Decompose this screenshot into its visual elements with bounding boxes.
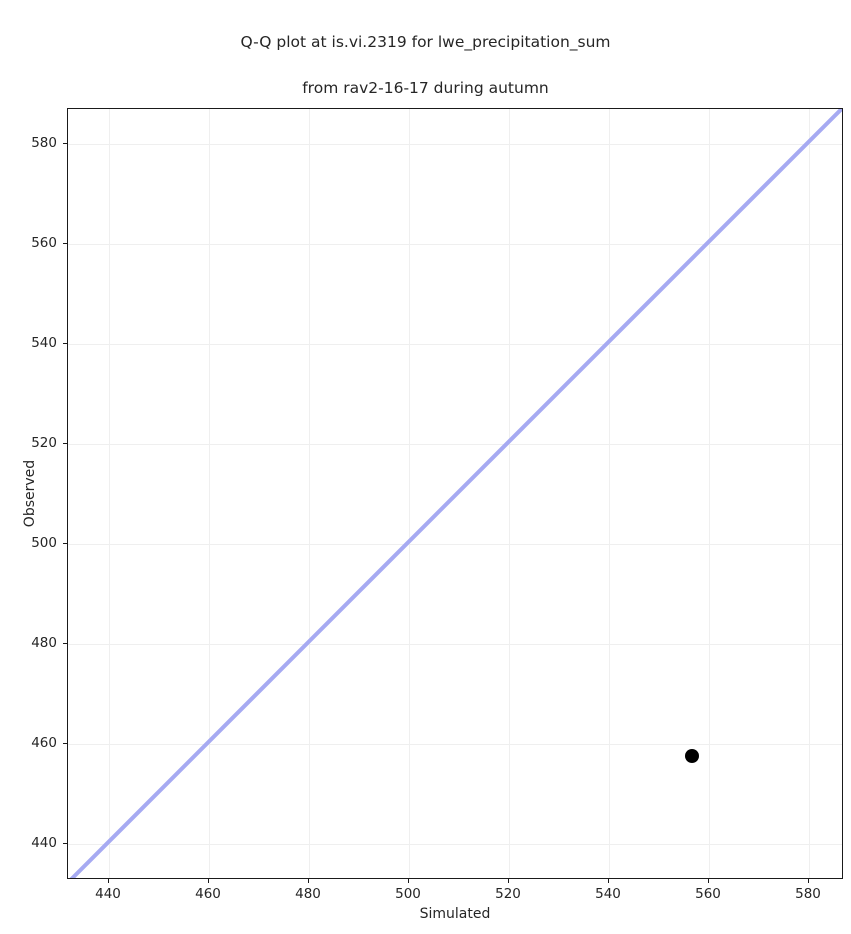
x-tick-mark: [308, 879, 309, 883]
gridline-horizontal: [68, 343, 842, 345]
x-tick-mark: [808, 879, 809, 883]
gridline-vertical: [709, 109, 710, 878]
x-tick-label: 580: [795, 886, 821, 902]
y-tick-label: 560: [31, 234, 57, 251]
y-tick-label: 480: [31, 634, 57, 651]
scatter-point: [685, 749, 699, 763]
one-to-one-reference-line: [68, 109, 842, 878]
gridline-horizontal: [68, 143, 842, 145]
y-tick-label: 440: [31, 834, 57, 851]
x-axis-label: Simulated: [419, 906, 491, 922]
gridline-vertical: [809, 109, 810, 878]
x-tick-label: 520: [495, 886, 521, 902]
x-tick-label: 500: [395, 886, 421, 902]
y-tick-mark: [63, 442, 67, 444]
x-tick-mark: [108, 879, 109, 883]
gridline-horizontal: [68, 843, 842, 845]
x-tick-mark: [408, 879, 409, 883]
x-tick-label: 560: [695, 886, 721, 902]
plot-area: [67, 108, 843, 879]
gridline-horizontal: [68, 243, 842, 245]
x-tick-mark: [208, 879, 209, 883]
y-tick-label: 520: [31, 434, 57, 451]
gridline-vertical: [109, 109, 110, 878]
y-axis-label: Observed: [22, 459, 38, 528]
x-tick-mark: [508, 879, 509, 883]
identity-line-segment: [68, 109, 842, 879]
gridline-horizontal: [68, 443, 842, 445]
gridline-vertical: [509, 109, 510, 878]
y-tick-mark: [63, 142, 67, 144]
chart-title-line-2: from rav2-16-17 during autumn: [302, 79, 549, 97]
y-tick-mark: [63, 742, 67, 744]
chart-title-line-1: Q-Q plot at is.vi.2319 for lwe_precipita…: [240, 33, 611, 51]
gridline-vertical: [609, 109, 610, 878]
gridline-horizontal: [68, 743, 842, 745]
y-tick-mark: [63, 242, 67, 244]
y-tick-mark: [63, 542, 67, 544]
gridline-horizontal: [68, 643, 842, 645]
y-tick-label: 580: [31, 134, 57, 151]
x-tick-mark: [708, 879, 709, 883]
gridline-vertical: [409, 109, 410, 878]
chart-title: Q-Q plot at is.vi.2319 for lwe_precipita…: [0, 8, 851, 123]
x-tick-label: 540: [595, 886, 621, 902]
y-tick-mark: [63, 842, 67, 844]
x-tick-label: 460: [195, 886, 221, 902]
x-tick-mark: [608, 879, 609, 883]
y-tick-label: 460: [31, 734, 57, 751]
gridline-vertical: [209, 109, 210, 878]
x-tick-label: 440: [95, 886, 121, 902]
gridline-vertical: [309, 109, 310, 878]
y-tick-label: 500: [31, 534, 57, 551]
gridline-horizontal: [68, 543, 842, 545]
y-tick-mark: [63, 342, 67, 344]
x-tick-label: 480: [295, 886, 321, 902]
y-tick-mark: [63, 642, 67, 644]
y-tick-label: 540: [31, 334, 57, 351]
